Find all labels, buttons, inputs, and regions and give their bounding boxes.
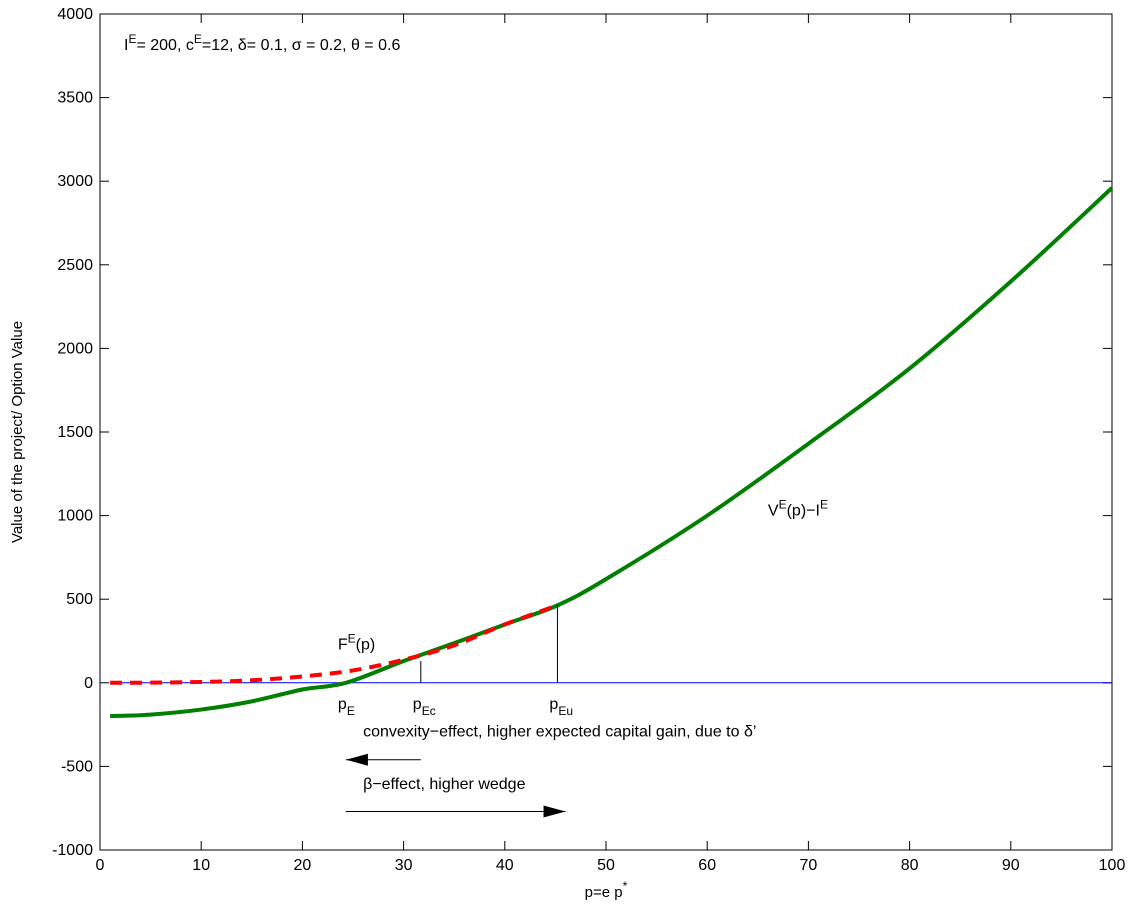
- x-tick-label: 50: [597, 857, 615, 874]
- annotation-layer: pE​ pEc​ pEu​ VE(p)−IE​ FE(p) convexity−effec…: [338, 498, 828, 818]
- y-tick-label: 1000: [57, 508, 93, 525]
- y-axis-label: Value of the project/ Option Value: [9, 321, 26, 543]
- x-tick-label: 100: [1099, 857, 1126, 874]
- x-tick-label: 70: [800, 857, 818, 874]
- x-tick-label: 40: [496, 857, 514, 874]
- parameters-text: IE= 200, cE=12, δ= 0.1, σ = 0.2, θ = 0.6: [124, 32, 400, 54]
- x-tick-label: 60: [698, 857, 716, 874]
- y-tick-label: 3500: [57, 90, 93, 107]
- y-tick-label: 500: [66, 591, 93, 608]
- curve-annotation: FE(p): [338, 631, 375, 653]
- effect-arrow-head: [345, 753, 368, 766]
- series-project-value-line: [110, 186, 1114, 719]
- y-tick-label: 3000: [57, 173, 93, 190]
- y-tick-label: 0: [84, 675, 93, 692]
- y-tick-label: 2000: [57, 340, 93, 357]
- threshold-label: pEc​: [413, 696, 436, 718]
- x-axis-label: p=e p*​: [585, 879, 628, 901]
- effect-arrow-label: β−effect, higher wedge: [363, 776, 525, 793]
- x-tick-label: 80: [901, 857, 919, 874]
- threshold-label: pE​: [338, 696, 355, 718]
- y-tick-label: 2500: [57, 257, 93, 274]
- axes: 0 10 20 30 40 50 60 70 80 90 100 -1000 -500 0 500 1000 1…: [9, 6, 1125, 901]
- x-tick-label: 30: [395, 857, 413, 874]
- x-tick-label: 10: [192, 857, 210, 874]
- series-layer: [110, 186, 1114, 719]
- y-tick-label: 1500: [57, 424, 93, 441]
- y-tick-label: -500: [61, 758, 93, 775]
- x-tick-label: 90: [1002, 857, 1020, 874]
- y-tick-label: 4000: [57, 6, 93, 23]
- series-option-value-line: [110, 603, 559, 685]
- threshold-label: pEu​: [549, 696, 573, 718]
- y-tick-label: -1000: [52, 842, 93, 859]
- effect-arrow-head: [543, 805, 566, 818]
- curve-annotation: VE(p)−IE​: [768, 498, 828, 520]
- effect-arrow-label: convexity−effect, higher expected capita…: [363, 723, 756, 740]
- x-tick-label: 0: [96, 857, 105, 874]
- x-tick-label: 20: [294, 857, 312, 874]
